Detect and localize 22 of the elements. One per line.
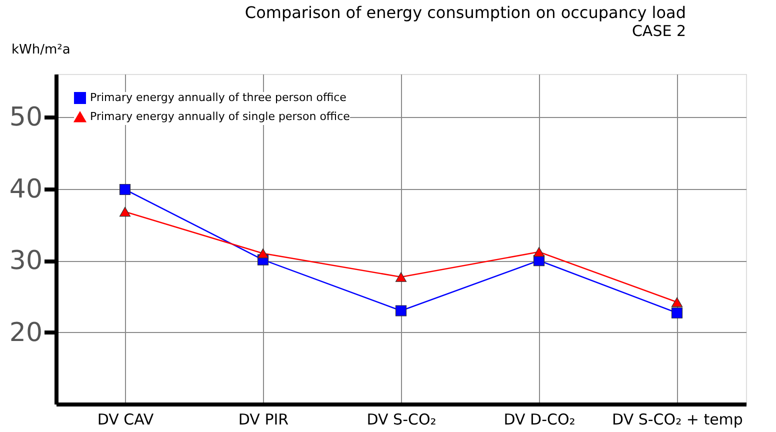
x-tick-label: DV PIR	[238, 410, 289, 428]
legend-label: Primary energy annually of three person office	[90, 91, 347, 104]
y-tick-label: 40	[9, 174, 42, 204]
x-tick-label: DV CAV	[97, 410, 154, 428]
x-tick-label: DV S-CO₂	[366, 410, 436, 428]
point	[257, 248, 269, 258]
point	[671, 297, 683, 307]
y-axis-title: kWh/m²a	[12, 42, 70, 58]
y-tick-label: 50	[9, 102, 42, 133]
x-tick-label: DV S-CO₂ + temp	[612, 410, 743, 428]
point	[395, 272, 407, 282]
y-tick-label: 20	[9, 318, 42, 348]
point	[395, 305, 407, 316]
chart-subtitle: CASE 2	[632, 22, 686, 40]
point	[533, 247, 545, 257]
x-tick-label: DV D-CO₂	[504, 410, 576, 428]
chart-title: Comparison of energy consumption on occupancy load	[244, 3, 686, 22]
point	[671, 307, 683, 318]
point	[119, 184, 131, 196]
y-tick-label: 30	[9, 246, 42, 276]
point	[119, 206, 131, 217]
legend-label: Primary energy annually of single person office	[90, 110, 350, 123]
